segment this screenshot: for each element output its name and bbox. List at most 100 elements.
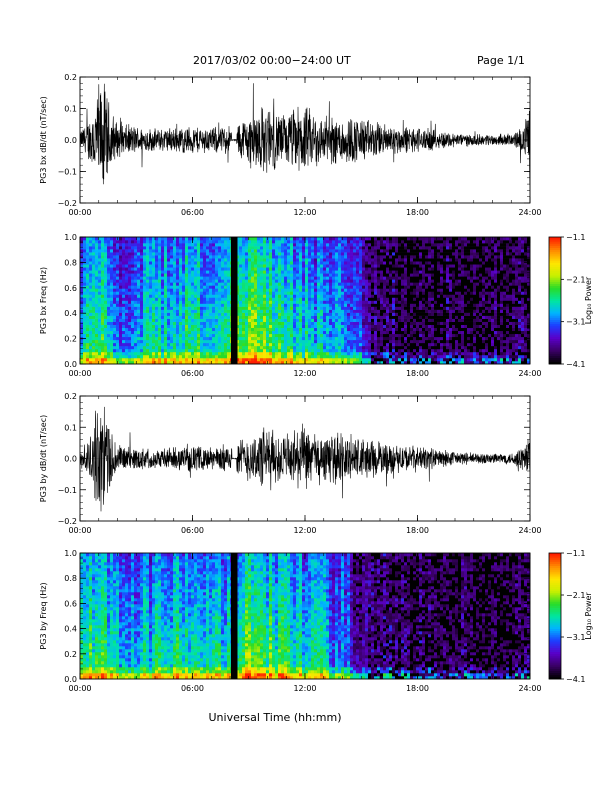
- heatmap-cell: [323, 339, 327, 344]
- heatmap-cell: [248, 255, 252, 259]
- heatmap-cell: [293, 309, 297, 313]
- heatmap-cell: [347, 357, 351, 362]
- heatmap-cell: [314, 324, 318, 329]
- heatmap-cell: [95, 345, 99, 350]
- heatmap-cell: [275, 312, 279, 316]
- heatmap-cell: [263, 246, 267, 250]
- heatmap-cell: [308, 357, 312, 362]
- heatmap-cell: [383, 342, 387, 347]
- heatmap-cell: [326, 279, 330, 283]
- heatmap-cell: [374, 357, 378, 362]
- heatmap-cell: [164, 318, 168, 322]
- heatmap-cell: [125, 273, 129, 277]
- heatmap-cell: [404, 336, 408, 341]
- heatmap-cell: [176, 255, 180, 259]
- heatmap-cell: [167, 318, 171, 322]
- heatmap-cell: [239, 333, 243, 338]
- heatmap-cell: [254, 309, 258, 313]
- heatmap-cell: [122, 276, 126, 280]
- heatmap-cell: [410, 309, 414, 313]
- heatmap-cell: [95, 264, 99, 268]
- heatmap-cell: [98, 285, 102, 289]
- heatmap-cell: [359, 288, 363, 292]
- heatmap-cell: [344, 255, 348, 259]
- heatmap-cell: [284, 297, 288, 301]
- heatmap-cell: [368, 339, 372, 344]
- heatmap-cell: [287, 246, 291, 250]
- heatmap-cell: [122, 348, 126, 353]
- heatmap-cell: [377, 342, 381, 347]
- heatmap-cell: [314, 339, 318, 344]
- heatmap-cell: [413, 267, 417, 271]
- heatmap-cell: [218, 240, 222, 244]
- heatmap-cell: [281, 312, 285, 316]
- heatmap-cell: [335, 261, 339, 265]
- heatmap-cell: [425, 339, 429, 344]
- heatmap-cell: [182, 348, 186, 353]
- heatmap-cell: [236, 291, 240, 295]
- heatmap-cell: [287, 348, 291, 353]
- heatmap-cell: [101, 336, 105, 341]
- heatmap-cell: [266, 258, 270, 262]
- heatmap-cell: [173, 360, 177, 365]
- heatmap-cell: [419, 288, 423, 292]
- heatmap-cell: [383, 294, 387, 298]
- heatmap-cell: [257, 327, 261, 332]
- heatmap-cell: [302, 360, 306, 365]
- heatmap-cell: [413, 321, 417, 325]
- heatmap-cell: [350, 324, 354, 329]
- heatmap-cell: [272, 303, 276, 307]
- heatmap-cell: [344, 336, 348, 341]
- heatmap-cell: [404, 306, 408, 310]
- heatmap-cell: [107, 240, 111, 244]
- heatmap-cell: [380, 327, 384, 332]
- heatmap-cell: [110, 276, 114, 280]
- heatmap-cell: [263, 270, 267, 274]
- heatmap-cell: [308, 270, 312, 274]
- heatmap-cell: [197, 261, 201, 265]
- heatmap-cell: [362, 267, 366, 271]
- heatmap-cell: [320, 336, 324, 341]
- heatmap-cell: [401, 342, 405, 347]
- heatmap-cell: [314, 252, 318, 256]
- heatmap-cell: [386, 252, 390, 256]
- heatmap-cell: [407, 336, 411, 341]
- heatmap-cell: [149, 336, 153, 341]
- heatmap-cell: [101, 237, 105, 241]
- heatmap-cell: [263, 258, 267, 262]
- heatmap-cell: [212, 315, 216, 319]
- heatmap-cell: [173, 294, 177, 298]
- heatmap-cell: [299, 252, 303, 256]
- heatmap-cell: [173, 333, 177, 338]
- heatmap-cell: [338, 324, 342, 329]
- heatmap-cell: [296, 309, 300, 313]
- heatmap-cell: [218, 351, 222, 356]
- heatmap-cell: [209, 282, 213, 286]
- heatmap-cell: [431, 267, 435, 271]
- heatmap-cell: [362, 258, 366, 262]
- heatmap-cell: [245, 327, 249, 332]
- heatmap-cell: [347, 264, 351, 268]
- heatmap-cell: [98, 252, 102, 256]
- heatmap-cell: [422, 348, 426, 353]
- heatmap-cell: [200, 318, 204, 322]
- heatmap-cell: [149, 294, 153, 298]
- heatmap-cell: [170, 315, 174, 319]
- heatmap-cell: [266, 249, 270, 253]
- heatmap-cell: [329, 348, 333, 353]
- heatmap-cell: [350, 318, 354, 322]
- heatmap-cell: [389, 261, 393, 265]
- heatmap-cell: [362, 303, 366, 307]
- heatmap-cell: [356, 276, 360, 280]
- heatmap-cell: [125, 252, 129, 256]
- heatmap-cell: [185, 357, 189, 362]
- heatmap-cell: [191, 261, 195, 265]
- heatmap-cell: [239, 237, 243, 241]
- heatmap-cell: [380, 324, 384, 329]
- heatmap-cell: [245, 264, 249, 268]
- heatmap-cell: [356, 249, 360, 253]
- heatmap-cell: [83, 315, 87, 319]
- heatmap-cell: [101, 327, 105, 332]
- heatmap-cell: [92, 342, 96, 347]
- heatmap-cell: [344, 303, 348, 307]
